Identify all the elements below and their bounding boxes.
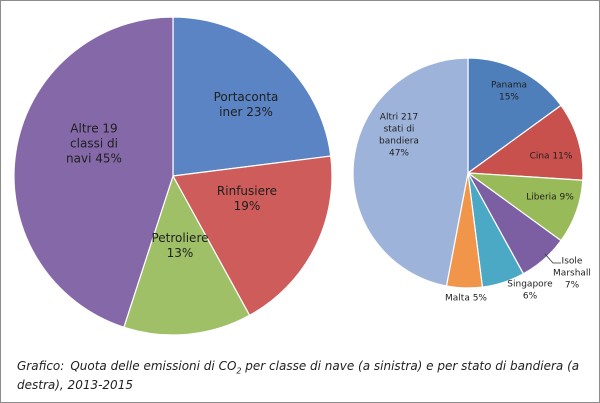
flag-state-label-liberia: Liberia 9% — [526, 193, 574, 203]
pie-chart-ship-classes: Portaconta iner 23% Rinfusiere 19% Petrolier… — [13, 16, 333, 336]
ship-class-slice-altre-19-classi-di-navi — [13, 16, 174, 328]
pie-chart-flag-states: Panama 15% Cina 11% Liberia 9% Isole Marshall… — [352, 57, 591, 304]
figure-caption: Grafico: Quota delle emissioni di CO2 per… — [17, 359, 589, 393]
flag-state-label-altri-217-stati-di-bandiera: Altri 217 stati di bandiera 47% — [379, 113, 419, 159]
ship-class-label-portacontainer: Portaconta iner 23% — [214, 90, 279, 119]
flag-state-slice-panama — [467, 57, 562, 175]
flag-state-label-malta: Malta 5% — [445, 294, 487, 304]
flag-state-label-singapore: Singapore 6% — [507, 280, 553, 302]
pie-charts: Portaconta iner 23% Rinfusiere 19% Petrolier… — [13, 16, 591, 336]
ship-class-slice-rinfusiere — [172, 155, 333, 317]
ship-class-slice-petroliere — [123, 174, 251, 336]
ship-class-label-altre-19-classi-di-navi: Altre 19 classi di navi 45% — [66, 122, 122, 166]
caption-subscript: 2 — [236, 366, 242, 376]
caption-prefix: Grafico: — [17, 359, 65, 373]
leader-line-isole-marshall — [544, 253, 561, 264]
flag-state-label-isole-marshall: Isole Marshall 7% — [553, 257, 591, 291]
caption-text-before: Quota delle emissioni di CO — [70, 359, 237, 373]
leader-lines — [544, 253, 561, 264]
flag-state-slice-cina — [466, 104, 584, 181]
ship-class-label-petroliere: Petroliere 13% — [151, 231, 208, 260]
flag-state-slice-altri-217-stati-di-bandiera — [352, 57, 469, 287]
ship-class-slice-portacontainer — [172, 16, 332, 177]
flag-state-label-cina: Cina 11% — [530, 152, 573, 162]
ship-class-label-rinfusiere: Rinfusiere 19% — [217, 184, 277, 213]
flag-state-label-panama: Panama 15% — [491, 81, 527, 103]
caption-text-after: per classe di nave (a sinistra) e per st… — [17, 359, 580, 393]
